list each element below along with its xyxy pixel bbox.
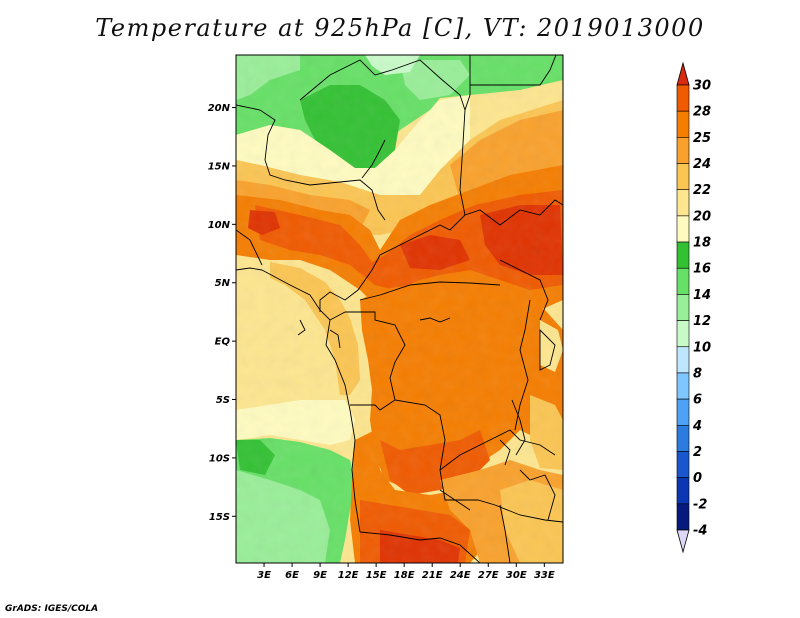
lon-label: 21E: [422, 570, 443, 581]
colorbar-box: [676, 398, 690, 426]
lon-label: 24E: [450, 570, 471, 581]
colorbar-label: 4: [692, 419, 702, 434]
colorbar-label: -2: [693, 497, 707, 512]
colorbar-label: 0: [693, 471, 702, 486]
colorbar-box: [676, 84, 690, 112]
map-title: Temperature at 925hPa [C], VT: 201901300…: [95, 14, 705, 42]
colorbar-label: 18: [693, 236, 711, 251]
lon-label: 9E: [313, 570, 327, 581]
colorbar-box: [676, 451, 690, 478]
country-borders: [236, 55, 563, 563]
colorbar-top-arrow: [676, 61, 690, 86]
colorbar-box: [676, 346, 690, 374]
colorbar-box: [676, 189, 690, 217]
lat-label: EQ: [215, 337, 231, 348]
colorbar-box: [676, 372, 690, 400]
colorbar-box: [676, 110, 690, 138]
colorbar-box: [676, 503, 690, 531]
lon-label: 15E: [366, 570, 387, 581]
lat-label: 10S: [209, 453, 230, 464]
colorbar-label: 20: [693, 209, 711, 224]
colorbar-box: [676, 137, 690, 164]
colorbar-label: 22: [693, 183, 711, 198]
colorbar-label: 10: [693, 340, 711, 355]
colorbar-label: 24: [693, 157, 711, 172]
lat-label: 10N: [208, 220, 231, 231]
lon-label: 30E: [506, 570, 527, 581]
colorbar-box: [676, 294, 690, 321]
colorbar-label: 25: [693, 131, 711, 146]
credit-text: GrADS: IGES/COLA: [5, 604, 99, 614]
lon-label: 33E: [534, 570, 555, 581]
lon-label: 6E: [285, 570, 299, 581]
colorbar-box: [676, 241, 690, 269]
lon-label: 12E: [338, 570, 359, 581]
colorbar-label: 6: [693, 393, 702, 408]
lat-label: 20N: [208, 103, 231, 114]
colorbar-label: 28: [693, 105, 711, 120]
colorbar-box: [676, 267, 690, 295]
colorbar-label: 8: [693, 366, 702, 381]
lon-label: 3E: [257, 570, 271, 581]
colorbar-box: [676, 215, 690, 243]
lat-label: 15S: [209, 512, 230, 523]
latitude-axis: 20N 15N 10N 5N EQ 5S 10S 15S: [208, 103, 236, 523]
colorbar-label: 14: [693, 288, 711, 303]
lat-label: 5S: [216, 395, 230, 406]
lon-label: 27E: [478, 570, 499, 581]
colorbar-label: -4: [693, 524, 707, 539]
lat-label: 5N: [215, 278, 231, 289]
colorbar-box: [676, 477, 690, 505]
colorbar-box: [676, 424, 690, 452]
map-area: [236, 55, 563, 563]
longitude-axis: 3E 6E 9E 12E 15E 18E 21E 24E 27E 30E 33E: [257, 563, 555, 581]
colorbar-box: [676, 320, 690, 348]
lat-label: 15N: [208, 161, 231, 172]
colorbar-box: [676, 163, 690, 191]
colorbar-label: 16: [693, 262, 711, 277]
colorbar-label: 12: [693, 314, 711, 329]
field-texture: [236, 55, 563, 563]
lon-label: 18E: [394, 570, 415, 581]
colorbar-label: 2: [693, 445, 702, 460]
colorbar-label: 30: [693, 79, 711, 94]
colorbar-bottom-arrow: [676, 529, 690, 554]
map-frame: [235, 54, 564, 564]
